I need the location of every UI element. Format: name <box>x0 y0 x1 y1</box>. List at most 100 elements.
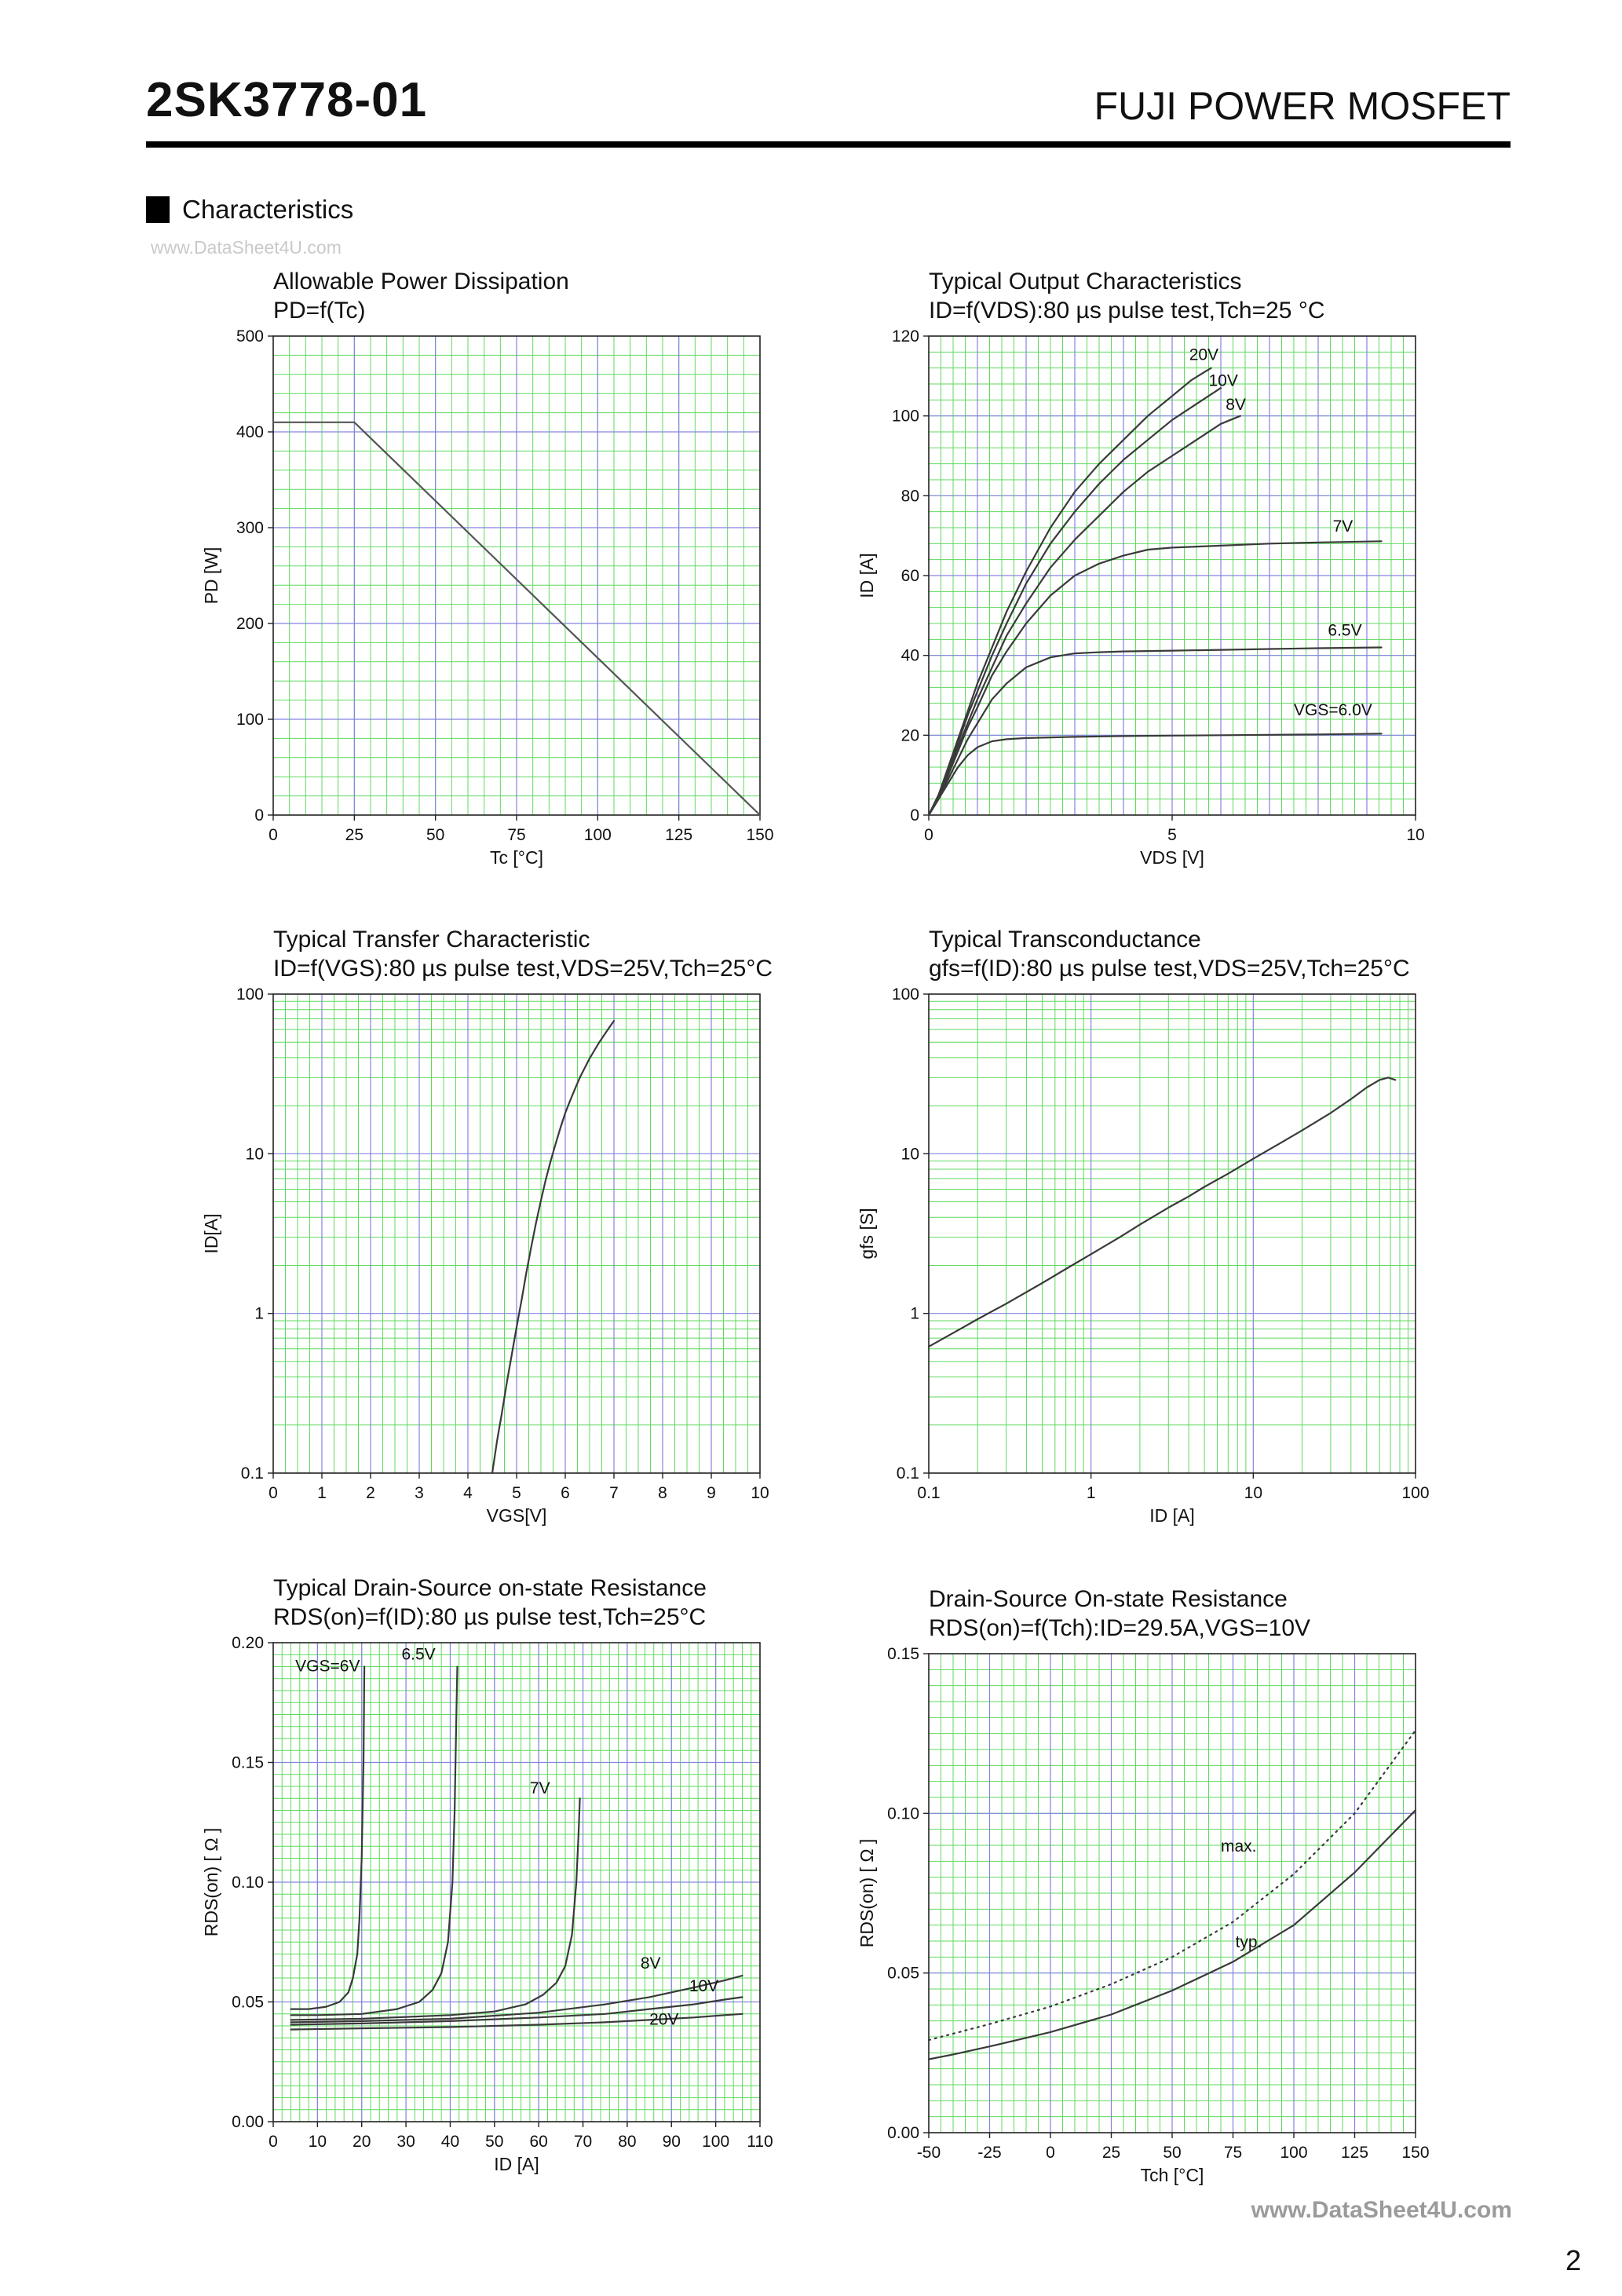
svg-text:typ.: typ. <box>1236 1933 1262 1951</box>
chart-rdson-vs-id: Typical Drain-Source on-state Resistance… <box>199 1574 791 2183</box>
chart-typical-output-characteristics: Typical Output Characteristics ID=f(VDS)… <box>854 267 1447 876</box>
chart-title: Allowable Power Dissipation <box>273 269 569 294</box>
svg-text:max.: max. <box>1221 1837 1257 1855</box>
svg-text:0.15: 0.15 <box>232 1754 264 1772</box>
svg-text:PD [W]: PD [W] <box>201 547 221 605</box>
svg-text:0.1: 0.1 <box>917 1484 940 1502</box>
svg-text:0.15: 0.15 <box>887 1645 919 1663</box>
plot-canvas: 0 25 50 75 100 125 150 0 100 200 300 400 500 Tc [°C] P… <box>199 325 791 876</box>
section-title: Characteristics <box>182 195 354 224</box>
svg-text:100: 100 <box>236 985 264 1004</box>
svg-text:RDS(on) [ Ω ]: RDS(on) [ Ω ] <box>201 1828 221 1937</box>
svg-text:7V: 7V <box>530 1779 550 1797</box>
svg-text:60: 60 <box>530 2133 548 2151</box>
part-number-title: 2SK3778-01 <box>146 73 428 127</box>
chart-subtitle: PD=f(Tc) <box>273 298 366 324</box>
svg-text:ID [A]: ID [A] <box>857 553 877 598</box>
chart-allowable-power-dissipation: Allowable Power Dissipation PD=f(Tc) 0 25… <box>199 267 791 876</box>
svg-text:75: 75 <box>507 826 525 844</box>
svg-text:Tc [°C]: Tc [°C] <box>490 847 543 868</box>
svg-text:20: 20 <box>353 2133 371 2151</box>
svg-text:0.1: 0.1 <box>897 1464 919 1483</box>
svg-text:gfs [S]: gfs [S] <box>857 1208 877 1259</box>
svg-text:10: 10 <box>246 1145 264 1163</box>
section-heading: Characteristics <box>146 195 353 225</box>
svg-text:6: 6 <box>561 1484 570 1502</box>
section-marker-square <box>146 196 170 223</box>
chart-title: Typical Transfer Characteristic <box>273 927 590 952</box>
svg-text:0: 0 <box>910 806 919 824</box>
svg-text:50: 50 <box>1163 2144 1181 2162</box>
svg-text:80: 80 <box>901 487 919 505</box>
svg-text:100: 100 <box>584 826 612 844</box>
svg-text:4: 4 <box>463 1484 473 1502</box>
chart-title: Typical Output Characteristics <box>929 269 1242 294</box>
chart-subtitle: RDS(on)=f(ID):80 µs pulse test,Tch=25°C <box>273 1604 707 1630</box>
svg-text:500: 500 <box>236 327 264 345</box>
svg-text:125: 125 <box>665 826 692 844</box>
svg-text:0: 0 <box>269 1484 278 1502</box>
svg-text:300: 300 <box>236 519 264 537</box>
svg-text:RDS(on) [ Ω ]: RDS(on) [ Ω ] <box>857 1839 877 1948</box>
svg-text:10: 10 <box>901 1145 919 1163</box>
svg-text:Tch [°C]: Tch [°C] <box>1141 2165 1204 2185</box>
header-rule <box>146 141 1511 148</box>
svg-text:VGS=6.0V: VGS=6.0V <box>1294 701 1372 719</box>
svg-text:0.20: 0.20 <box>232 1634 264 1652</box>
svg-text:20V: 20V <box>1189 346 1218 364</box>
svg-text:50: 50 <box>485 2133 503 2151</box>
svg-text:3: 3 <box>415 1484 424 1502</box>
svg-text:1: 1 <box>910 1305 919 1323</box>
svg-text:50: 50 <box>426 826 444 844</box>
svg-text:10V: 10V <box>689 1977 718 1995</box>
plot-canvas: 0 10 20 30 40 50 60 70 80 90 100 110 0.00 0.05 0.10 0.1… <box>199 1632 791 2183</box>
chart-title: Typical Transconductance <box>929 927 1201 952</box>
svg-text:0: 0 <box>254 806 264 824</box>
svg-text:VGS=6V: VGS=6V <box>295 1658 360 1676</box>
plot-canvas: 0.1 1 10 100 0.1 1 10 100 ID [A] gfs [S] <box>854 983 1447 1534</box>
svg-text:150: 150 <box>746 826 773 844</box>
svg-text:0.00: 0.00 <box>887 2124 919 2142</box>
chart-subtitle: RDS(on)=f(Tch):ID=29.5A,VGS=10V <box>929 1615 1311 1641</box>
svg-text:90: 90 <box>663 2133 681 2151</box>
svg-text:0.1: 0.1 <box>241 1464 264 1483</box>
svg-text:6.5V: 6.5V <box>401 1645 435 1663</box>
chart-subtitle: ID=f(VGS):80 µs pulse test,VDS=25V,Tch=2… <box>273 956 773 982</box>
svg-text:70: 70 <box>574 2133 592 2151</box>
svg-text:0.05: 0.05 <box>887 1965 919 1983</box>
svg-text:30: 30 <box>396 2133 415 2151</box>
svg-text:100: 100 <box>236 711 264 729</box>
svg-text:9: 9 <box>707 1484 716 1502</box>
chart-subtitle: ID=f(VDS):80 µs pulse test,Tch=25 °C <box>929 298 1325 324</box>
svg-text:100: 100 <box>892 985 919 1004</box>
svg-text:10: 10 <box>1406 826 1424 844</box>
svg-text:1: 1 <box>254 1305 264 1323</box>
svg-text:-25: -25 <box>977 2144 1001 2162</box>
svg-text:10: 10 <box>309 2133 327 2151</box>
svg-text:80: 80 <box>618 2133 636 2151</box>
brand-title: FUJI POWER MOSFET <box>1094 84 1511 128</box>
svg-text:1: 1 <box>1087 1484 1096 1502</box>
svg-text:0.00: 0.00 <box>232 2113 264 2131</box>
svg-text:75: 75 <box>1224 2144 1242 2162</box>
svg-text:5: 5 <box>512 1484 521 1502</box>
svg-text:0: 0 <box>924 826 933 844</box>
svg-text:8V: 8V <box>1226 396 1246 414</box>
svg-text:10: 10 <box>751 1484 769 1502</box>
svg-text:0.05: 0.05 <box>232 1994 264 2012</box>
page-number: 2 <box>1565 2244 1581 2276</box>
svg-text:200: 200 <box>236 615 264 633</box>
chart-title: Typical Drain-Source on-state Resistance <box>273 1575 707 1601</box>
svg-text:25: 25 <box>1102 2144 1120 2162</box>
svg-text:40: 40 <box>441 2133 459 2151</box>
chart-subtitle: gfs=f(ID):80 µs pulse test,VDS=25V,Tch=2… <box>929 956 1410 982</box>
chart-typical-transconductance: Typical Transconductance gfs=f(ID):80 µs… <box>854 925 1447 1534</box>
plot-canvas: 0 1 2 3 4 5 6 7 8 9 10 0.1 1 10 100 VGS[V] ID[A] <box>199 983 791 1534</box>
svg-text:-50: -50 <box>917 2144 941 2162</box>
svg-text:8V: 8V <box>641 1954 661 1972</box>
svg-text:0: 0 <box>269 2133 278 2151</box>
svg-text:25: 25 <box>345 826 363 844</box>
chart-typical-transfer-characteristic: Typical Transfer Characteristic ID=f(VGS… <box>199 925 791 1534</box>
svg-text:0: 0 <box>1046 2144 1055 2162</box>
svg-text:VDS [V]: VDS [V] <box>1140 847 1204 868</box>
